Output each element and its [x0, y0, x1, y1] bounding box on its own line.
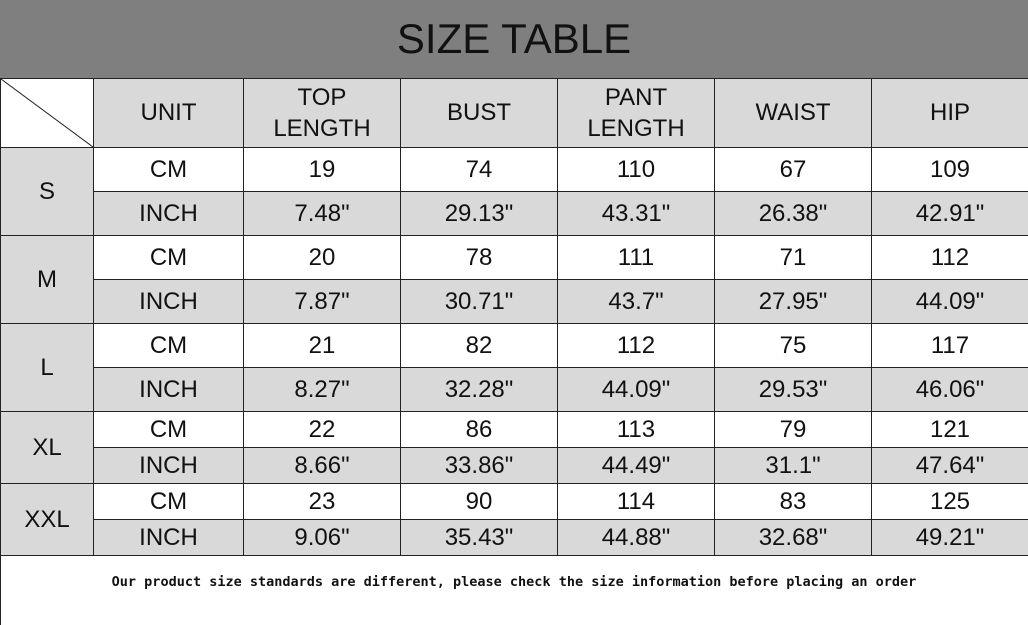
- unit-cell: INCH: [94, 368, 244, 412]
- value-cell: 29.13": [401, 192, 558, 236]
- value-cell: 22: [244, 412, 401, 448]
- value-cell: 32.68": [715, 520, 872, 556]
- value-cell: 112: [558, 324, 715, 368]
- value-cell: 112: [872, 236, 1028, 280]
- unit-cell: CM: [94, 484, 244, 520]
- column-header: PANT LENGTH: [558, 79, 715, 148]
- value-cell: 74: [401, 148, 558, 192]
- value-cell: 47.64": [872, 448, 1028, 484]
- value-cell: 30.71": [401, 280, 558, 324]
- column-header: TOP LENGTH: [244, 79, 401, 148]
- size-label: S: [1, 148, 94, 236]
- size-label: L: [1, 324, 94, 412]
- value-cell: 75: [715, 324, 872, 368]
- column-header: WAIST: [715, 79, 872, 148]
- column-header: BUST: [401, 79, 558, 148]
- column-header: HIP: [872, 79, 1028, 148]
- value-cell: 110: [558, 148, 715, 192]
- value-cell: 31.1": [715, 448, 872, 484]
- value-cell: 26.38": [715, 192, 872, 236]
- unit-cell: CM: [94, 236, 244, 280]
- value-cell: 23: [244, 484, 401, 520]
- value-cell: 32.28": [401, 368, 558, 412]
- size-note: Our product size standards are different…: [111, 574, 917, 590]
- value-cell: 33.86": [401, 448, 558, 484]
- value-cell: 27.95": [715, 280, 872, 324]
- value-cell: 44.09": [558, 368, 715, 412]
- value-cell: 83: [715, 484, 872, 520]
- value-cell: 42.91": [872, 192, 1028, 236]
- value-cell: 79: [715, 412, 872, 448]
- value-cell: 82: [401, 324, 558, 368]
- value-cell: 44.09": [872, 280, 1028, 324]
- value-cell: 43.7": [558, 280, 715, 324]
- value-cell: 49.21": [872, 520, 1028, 556]
- value-cell: 19: [244, 148, 401, 192]
- diagonal-line: [1, 79, 93, 147]
- value-cell: 7.48": [244, 192, 401, 236]
- unit-cell: CM: [94, 412, 244, 448]
- value-cell: 114: [558, 484, 715, 520]
- corner-cell: [1, 79, 94, 148]
- value-cell: 21: [244, 324, 401, 368]
- value-cell: 67: [715, 148, 872, 192]
- value-cell: 111: [558, 236, 715, 280]
- value-cell: 43.31": [558, 192, 715, 236]
- unit-cell: INCH: [94, 448, 244, 484]
- value-cell: 44.49": [558, 448, 715, 484]
- unit-cell: INCH: [94, 192, 244, 236]
- unit-cell: CM: [94, 148, 244, 192]
- value-cell: 78: [401, 236, 558, 280]
- value-cell: 29.53": [715, 368, 872, 412]
- value-cell: 117: [872, 324, 1028, 368]
- value-cell: 7.87": [244, 280, 401, 324]
- value-cell: 8.66": [244, 448, 401, 484]
- value-cell: 121: [872, 412, 1028, 448]
- unit-cell: CM: [94, 324, 244, 368]
- divider: [0, 555, 1, 625]
- value-cell: 109: [872, 148, 1028, 192]
- value-cell: 35.43": [401, 520, 558, 556]
- column-header: UNIT: [94, 79, 244, 148]
- value-cell: 46.06": [872, 368, 1028, 412]
- value-cell: 20: [244, 236, 401, 280]
- value-cell: 125: [872, 484, 1028, 520]
- unit-cell: INCH: [94, 280, 244, 324]
- value-cell: 71: [715, 236, 872, 280]
- size-label: XL: [1, 412, 94, 484]
- page-title: SIZE TABLE: [0, 0, 1028, 78]
- value-cell: 9.06": [244, 520, 401, 556]
- unit-cell: INCH: [94, 520, 244, 556]
- value-cell: 90: [401, 484, 558, 520]
- size-label: XXL: [1, 484, 94, 556]
- value-cell: 113: [558, 412, 715, 448]
- size-label: M: [1, 236, 94, 324]
- value-cell: 8.27": [244, 368, 401, 412]
- size-table: UNIT TOP LENGTH BUST PANT LENGTH WAIST HIP S CM…: [0, 78, 1028, 556]
- value-cell: 86: [401, 412, 558, 448]
- value-cell: 44.88": [558, 520, 715, 556]
